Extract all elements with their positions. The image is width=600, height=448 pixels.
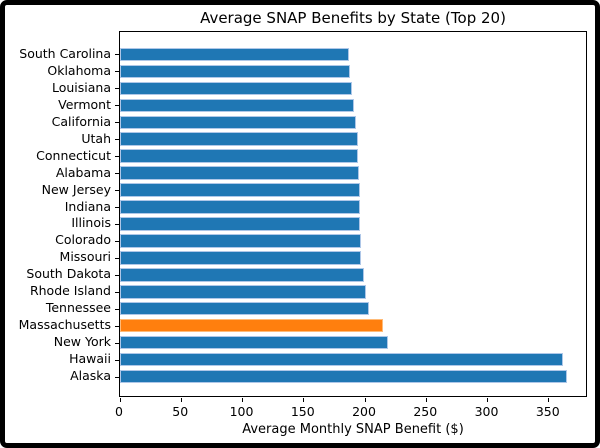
figure-canvas: Average SNAP Benefits by State (Top 20) …: [5, 5, 595, 443]
y-tick-label-louisiana: Louisiana: [51, 79, 111, 95]
y-tick-mark: [115, 105, 119, 107]
y-tick-mark: [115, 156, 119, 158]
y-tick-mark: [115, 71, 119, 73]
x-tick-label-0: 0: [115, 404, 123, 419]
x-tick-label-300: 300: [474, 404, 499, 419]
y-tick-label-massachusetts: Massachusetts: [18, 317, 111, 333]
bar-south-dakota: [120, 268, 364, 282]
y-tick-label-missouri: Missouri: [59, 249, 111, 265]
y-tick-label-illinois: Illinois: [71, 215, 111, 231]
y-tick-label-connecticut: Connecticut: [36, 147, 111, 163]
y-tick-mark: [115, 190, 119, 192]
y-tick-label-indiana: Indiana: [64, 198, 111, 214]
x-tick-mark: [303, 398, 305, 402]
x-tick-mark: [425, 398, 427, 402]
y-tick-mark: [115, 376, 119, 378]
bar-massachusetts: [120, 318, 384, 333]
x-tick-mark: [487, 398, 489, 402]
y-tick-mark: [115, 207, 119, 209]
y-tick-mark: [115, 223, 119, 225]
bar-missouri: [120, 251, 362, 265]
x-tick-mark: [364, 398, 366, 402]
bar-new-york: [120, 335, 389, 350]
x-tick-label-350: 350: [535, 404, 560, 419]
x-tick-label-50: 50: [172, 404, 189, 419]
bar-utah: [120, 132, 358, 146]
y-tick-label-utah: Utah: [81, 130, 111, 146]
y-tick-label-rhode-island: Rhode Island: [29, 283, 111, 299]
x-tick-label-200: 200: [352, 404, 376, 419]
x-tick-mark: [180, 398, 182, 402]
bar-alaska: [120, 369, 568, 384]
bar-new-jersey: [120, 183, 361, 197]
x-tick-mark: [548, 398, 550, 402]
x-tick-mark: [119, 398, 121, 402]
bar-california: [120, 115, 357, 130]
x-axis-label: Average Monthly SNAP Benefit ($): [242, 422, 464, 437]
y-tick-label-hawaii: Hawaii: [69, 351, 111, 367]
y-tick-label-new-york: New York: [53, 334, 111, 350]
x-tick-label-150: 150: [290, 404, 315, 419]
bar-tennessee: [120, 301, 369, 316]
y-tick-label-vermont: Vermont: [58, 96, 111, 112]
bar-south-carolina: [120, 47, 350, 62]
bar-illinois: [120, 217, 361, 231]
bar-indiana: [120, 200, 361, 214]
y-tick-mark: [115, 342, 119, 344]
y-tick-mark: [115, 122, 119, 124]
y-tick-mark: [115, 54, 119, 56]
y-tick-mark: [115, 257, 119, 259]
chart-title: Average SNAP Benefits by State (Top 20): [200, 9, 506, 27]
x-tick-label-250: 250: [413, 404, 438, 419]
bar-vermont: [120, 98, 354, 113]
y-tick-mark: [115, 291, 119, 293]
bar-alabama: [120, 166, 359, 180]
y-tick-label-new-jersey: New Jersey: [41, 181, 111, 197]
y-tick-mark: [115, 274, 119, 276]
y-tick-mark: [115, 359, 119, 361]
bar-oklahoma: [120, 64, 351, 79]
y-tick-label-colorado: Colorado: [55, 232, 111, 248]
y-tick-mark: [115, 240, 119, 242]
y-tick-mark: [115, 173, 119, 175]
y-tick-mark: [115, 88, 119, 90]
bar-colorado: [120, 234, 362, 248]
bar-hawaii: [120, 352, 564, 367]
x-tick-label-100: 100: [229, 404, 254, 419]
y-tick-mark: [115, 308, 119, 310]
bar-rhode-island: [120, 285, 367, 299]
y-tick-label-south-dakota: South Dakota: [26, 266, 111, 282]
y-tick-mark: [115, 139, 119, 141]
y-tick-label-alabama: Alabama: [55, 164, 111, 180]
y-tick-label-alaska: Alaska: [70, 368, 111, 384]
y-tick-label-south-carolina: South Carolina: [19, 45, 111, 61]
y-tick-mark: [115, 325, 119, 327]
x-tick-mark: [242, 398, 243, 402]
plot-area: [115, 31, 587, 402]
bar-connecticut: [120, 149, 358, 163]
bar-louisiana: [120, 81, 352, 96]
y-tick-label-california: California: [51, 113, 111, 129]
y-tick-label-oklahoma: Oklahoma: [47, 62, 111, 78]
y-tick-label-tennessee: Tennessee: [45, 300, 111, 316]
